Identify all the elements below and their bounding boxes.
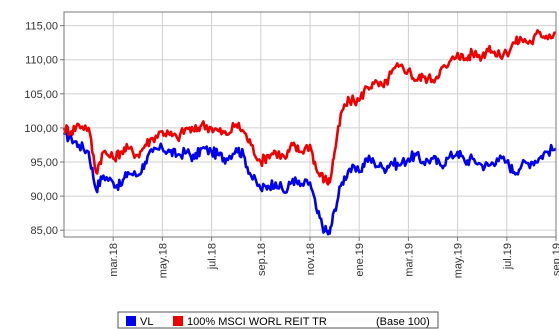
x-tick-label: jul.19 bbox=[502, 243, 514, 270]
legend-label-msci: 100% MSCI WORL REIT TR bbox=[187, 316, 327, 328]
y-tick-label: 95,00 bbox=[30, 157, 58, 169]
legend-box bbox=[117, 311, 439, 329]
grid bbox=[64, 12, 557, 237]
series-line-msci bbox=[62, 29, 557, 186]
x-tick-label: jul.18 bbox=[207, 243, 219, 270]
series-line-vl bbox=[62, 129, 557, 236]
legend: VL 100% MSCI WORL REIT TR (Base 100) bbox=[117, 311, 439, 329]
y-axis: 85,00 90,00 95,00 100,00 105,00 110,00 115,00 bbox=[24, 21, 64, 237]
x-tick-label: ene.19 bbox=[354, 243, 366, 277]
legend-swatch-msci bbox=[173, 316, 183, 326]
plot-area-border bbox=[63, 11, 557, 238]
y-tick-label: 85,00 bbox=[30, 225, 58, 237]
x-tick-label: sep.18 bbox=[256, 243, 268, 276]
y-tick-label: 110,00 bbox=[25, 55, 58, 67]
y-tick-label: 105,00 bbox=[24, 89, 58, 101]
x-tick-label: mar.18 bbox=[108, 243, 120, 277]
x-tick-label: sep.19 bbox=[551, 243, 559, 276]
x-tick-label: nov.18 bbox=[305, 243, 317, 275]
x-tick-label: may.18 bbox=[157, 243, 169, 278]
y-tick-label: 100,00 bbox=[24, 123, 58, 135]
legend-label-vl: VL bbox=[140, 316, 153, 328]
y-tick-label: 90,00 bbox=[30, 191, 58, 203]
x-tick-label: mar.19 bbox=[403, 243, 415, 277]
x-axis: mar.18 may.18 jul.18 sep.18 nov.18 ene.19 mar.… bbox=[108, 237, 559, 278]
x-tick-label: may.19 bbox=[453, 243, 465, 278]
series-layer bbox=[62, 29, 557, 236]
legend-note: (Base 100) bbox=[376, 316, 430, 328]
y-tick-label: 115,00 bbox=[25, 21, 58, 33]
legend-swatch-vl bbox=[126, 316, 136, 326]
